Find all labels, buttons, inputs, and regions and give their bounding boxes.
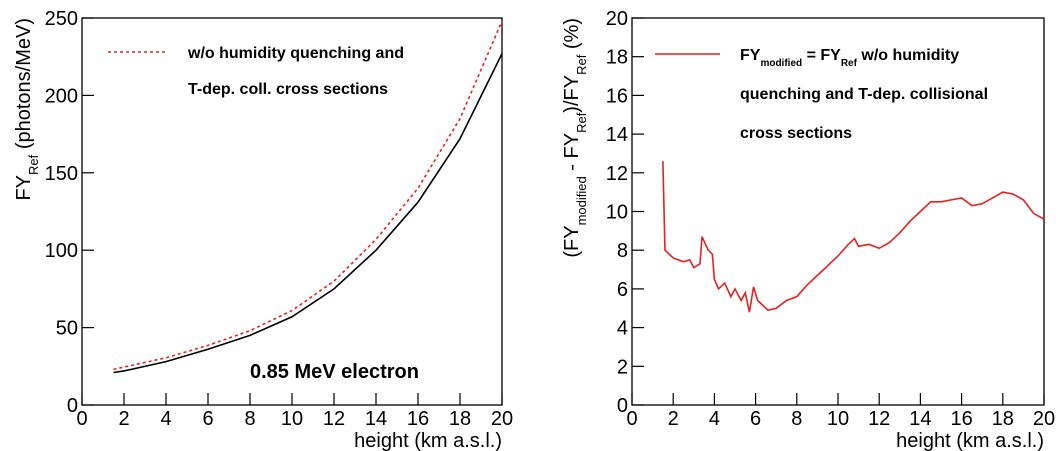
x-tick-label: 0 xyxy=(76,408,87,430)
text-part: (%) xyxy=(561,18,583,55)
y-axis-label: FYRef​ (photons/MeV) xyxy=(13,18,41,201)
y-tick-label: 150 xyxy=(45,163,78,185)
y-tick-label: 12 xyxy=(606,163,628,185)
plot-frame xyxy=(631,17,1045,406)
x-tick-label: 10 xyxy=(281,408,303,430)
legend-label: T-dep. coll. cross sections xyxy=(188,81,388,98)
data-line xyxy=(113,53,503,374)
x-tick-label: 4 xyxy=(709,408,720,430)
text-part: FY xyxy=(13,175,35,201)
subscript: Ref xyxy=(574,112,589,133)
x-tick-label: 8 xyxy=(244,408,255,430)
text-part: quenching and T-dep. collisional xyxy=(740,86,988,103)
panel: 0 2 4 6 8 10 12 14 16 18 2002468101214161820height… xyxy=(561,8,1055,451)
subscript: Ref xyxy=(574,54,589,75)
y-tick-label: 16 xyxy=(606,85,628,107)
x-tick-label: 6 xyxy=(750,408,761,430)
x-tick-label: 4 xyxy=(160,408,171,430)
y-tick-label: 0 xyxy=(67,395,78,417)
x-tick-label: 18 xyxy=(449,408,471,430)
text-part: FY xyxy=(740,47,761,64)
x-tick-label: 14 xyxy=(365,408,387,430)
x-axis-label: height (km a.s.l.) xyxy=(896,430,1044,451)
text-part: (FY xyxy=(561,225,583,257)
x-tick-label: 12 xyxy=(323,408,345,430)
subscript: modified xyxy=(760,58,802,69)
y-tick-label: 8 xyxy=(617,240,628,262)
annotation: 0.85 MeV electron xyxy=(250,361,419,383)
x-tick-label: 16 xyxy=(407,408,429,430)
y-tick-label: 10 xyxy=(606,202,628,224)
y-tick-label: 200 xyxy=(45,85,78,107)
y-tick-label: 2 xyxy=(617,356,628,378)
y-tick-label: 18 xyxy=(606,47,628,69)
y-tick-label: 20 xyxy=(606,8,628,30)
x-tick-label: 10 xyxy=(827,408,849,430)
subscript: modified xyxy=(574,176,589,225)
x-tick-label: 8 xyxy=(791,408,802,430)
x-tick-label: 12 xyxy=(868,408,890,430)
data-line xyxy=(662,161,1045,313)
text-part: (photons/MeV) xyxy=(13,18,35,155)
x-tick-label: 20 xyxy=(491,408,513,430)
text-part: T-dep. coll. cross sections xyxy=(188,81,388,98)
legend-label: FYmodified​ = FYRef​ w/o humidity xyxy=(740,47,959,69)
subscript: Ref xyxy=(26,154,41,175)
text-part: = FY xyxy=(802,47,841,64)
y-tick-label: 100 xyxy=(45,240,78,262)
data-line xyxy=(113,20,503,371)
x-tick-label: 2 xyxy=(668,408,679,430)
text-part: w/o humidity xyxy=(857,47,959,64)
legend-label: quenching and T-dep. collisional xyxy=(740,86,988,103)
text-part: - FY xyxy=(561,133,583,176)
y-tick-label: 50 xyxy=(56,318,78,340)
x-tick-label: 2 xyxy=(118,408,129,430)
x-tick-label: 20 xyxy=(1033,408,1055,430)
x-axis-label: height (km a.s.l.) xyxy=(354,430,502,451)
x-tick-label: 0 xyxy=(626,408,637,430)
x-tick-label: 16 xyxy=(950,408,972,430)
y-axis-label: (FYmodified​ - FYRef​)/FYRef​ (%) xyxy=(561,18,589,258)
y-tick-label: 250 xyxy=(45,8,78,30)
legend-label: cross sections xyxy=(740,125,852,142)
subscript: Ref xyxy=(841,58,858,69)
y-tick-label: 6 xyxy=(617,279,628,301)
legend-label: w/o humidity quenching and xyxy=(187,45,404,62)
plot-frame xyxy=(81,17,503,406)
text-part: w/o humidity quenching and xyxy=(187,45,404,62)
text-part: )/FY xyxy=(561,75,583,113)
y-tick-label: 4 xyxy=(617,318,628,340)
text-part: cross sections xyxy=(740,125,852,142)
x-tick-label: 14 xyxy=(909,408,931,430)
x-tick-label: 6 xyxy=(202,408,213,430)
y-tick-label: 0 xyxy=(617,395,628,417)
x-tick-label: 18 xyxy=(992,408,1014,430)
y-tick-label: 14 xyxy=(606,124,628,146)
